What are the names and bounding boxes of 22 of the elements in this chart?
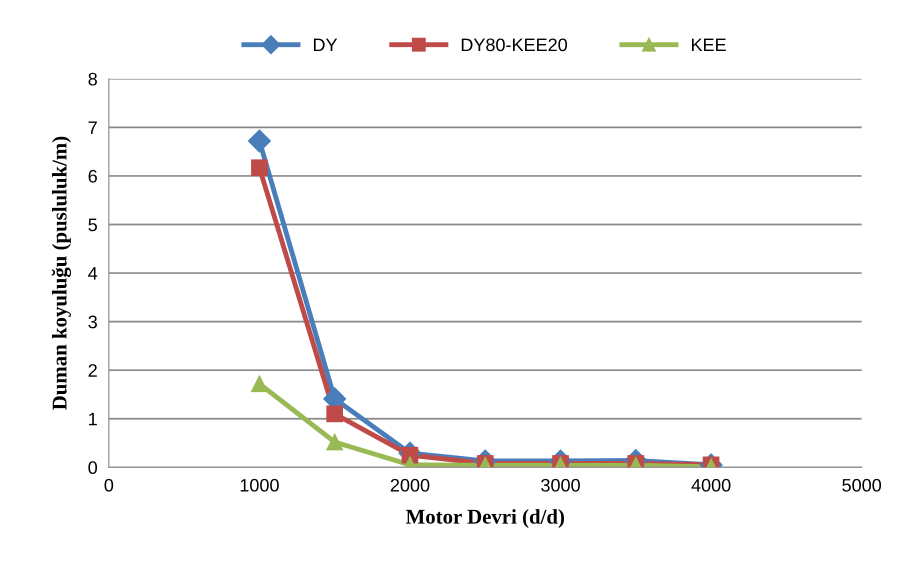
point (251, 159, 268, 176)
point (248, 129, 271, 152)
legend-label: DY (314, 38, 338, 52)
x-tick-label: 0 (104, 478, 114, 492)
x-axis-title: Motor Devri (d/d) (406, 509, 564, 528)
y-tick-label: 6 (88, 170, 97, 183)
legend-label: KEE (692, 38, 726, 52)
y-tick-label: 0 (88, 461, 98, 474)
y-tick-label: 3 (88, 316, 97, 328)
y-tick-label: 8 (88, 72, 97, 86)
y-tick-label: 7 (88, 122, 97, 134)
y-tick-label: 5 (88, 218, 97, 232)
x-tick-label: 5000 (842, 478, 882, 492)
y-tick-label: 2 (88, 364, 97, 377)
x-tick-label: 2000 (390, 478, 430, 492)
y-tick-label: 1 (89, 412, 97, 426)
x-tick-label: 4000 (691, 478, 730, 492)
x-tick-label: 3000 (541, 478, 580, 492)
y-axis-title: Duman koyuluğu (pusluluk/m) (52, 136, 72, 410)
legend-label: DY80-KEE20 (462, 38, 568, 52)
x-tick-label: 1000 (240, 478, 279, 492)
y-tick-label: 4 (88, 267, 98, 280)
